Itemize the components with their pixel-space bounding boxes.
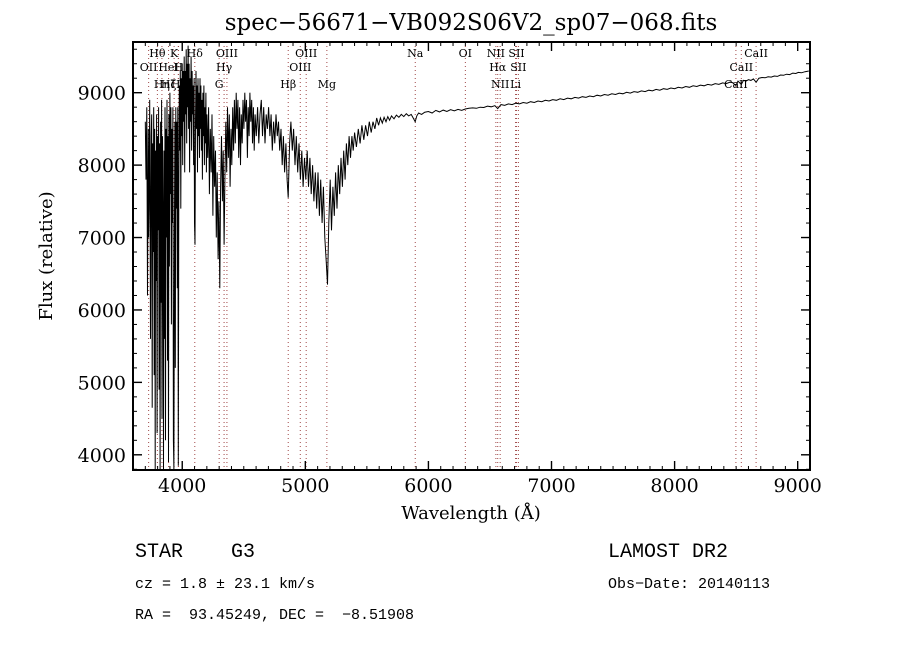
y-tick-label: 6000 xyxy=(78,300,126,322)
plot-title: spec−56671−VB092S06V2_sp07−068.fits xyxy=(225,10,718,36)
x-tick-label: 5000 xyxy=(281,475,329,497)
plot-frame xyxy=(132,41,811,471)
spectral-line-label: Hγ xyxy=(216,61,233,74)
spectral-line-label: K xyxy=(170,47,179,60)
spectral-line-label: NII xyxy=(491,78,509,91)
x-tick-label: 8000 xyxy=(650,475,698,497)
spectral-line-label: Hζ xyxy=(161,78,177,91)
spectral-line-label: HeI xyxy=(158,61,178,74)
y-tick-label: 7000 xyxy=(78,228,126,250)
spectral-line-label: Li xyxy=(510,78,521,91)
spectral-line-label: G xyxy=(215,78,224,91)
cz-text: cz = 1.8 ± 23.1 km/s xyxy=(135,576,315,593)
y-tick-label: 8000 xyxy=(78,155,126,177)
spectral-line-label: Hη xyxy=(154,78,170,91)
ra-dec-text: RA = 93.45249, DEC = −8.51908 xyxy=(135,607,414,624)
spectral-line-label: Hε xyxy=(171,78,187,91)
x-tick-label: 7000 xyxy=(527,475,575,497)
x-tick-label: 9000 xyxy=(774,475,822,497)
spectral-line-label: H xyxy=(174,61,184,74)
spectral-line-label: Hδ xyxy=(187,47,204,60)
y-tick-label: 4000 xyxy=(78,445,126,467)
spectral-line-markers xyxy=(148,42,757,470)
y-tick-label: 9000 xyxy=(78,83,126,105)
spectrum-polyline xyxy=(144,45,809,470)
spectral-line-label: SII xyxy=(510,61,526,74)
y-tick-label: 5000 xyxy=(78,372,126,394)
spectral-line-label: OII xyxy=(140,61,158,74)
spectral-line-label: Hα xyxy=(489,61,507,74)
x-tick-label: 4000 xyxy=(158,475,206,497)
spectral-line-label: OIII xyxy=(295,47,317,60)
x-tick-label: 6000 xyxy=(404,475,452,497)
x-axis-label: Wavelength (Å) xyxy=(401,502,541,524)
obs-date-text: Obs−Date: 20140113 xyxy=(608,576,770,593)
spectral-line-label: CaII xyxy=(724,78,748,91)
classification-text: STAR G3 xyxy=(135,541,255,564)
spectrum-series xyxy=(144,45,809,470)
spectral-line-label: Hθ xyxy=(149,47,166,60)
spectral-line-label: OIII xyxy=(289,61,311,74)
y-axis-label: Flux (relative) xyxy=(36,191,57,320)
spectral-line-label: Hβ xyxy=(280,78,296,91)
spectral-line-label: SII xyxy=(508,47,524,60)
spectral-line-label: CaII xyxy=(729,61,753,74)
spectral-line-label: Na xyxy=(407,47,424,60)
spectral-line-label: CaII xyxy=(744,47,768,60)
spectral-line-label: OIII xyxy=(216,47,238,60)
spectral-line-label: NII xyxy=(487,47,505,60)
spectral-line-label: Mg xyxy=(318,78,336,91)
survey-text: LAMOST DR2 xyxy=(608,541,728,564)
spectral-line-label: OI xyxy=(459,47,472,60)
